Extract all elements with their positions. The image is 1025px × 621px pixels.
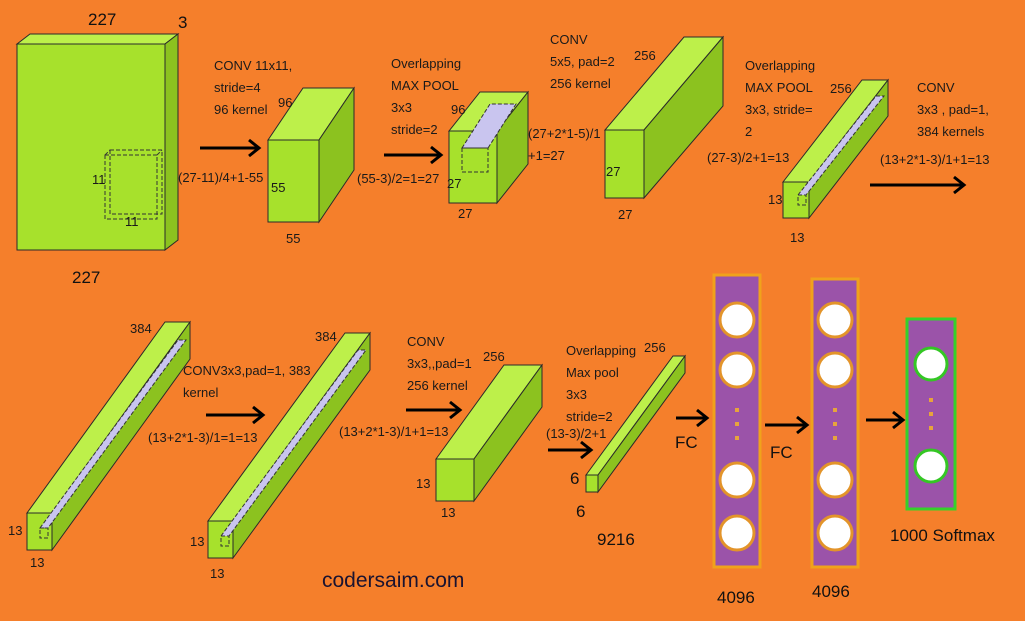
conv3-volume: 384 13 13 (8, 320, 191, 570)
conv4-depth-label: 384 (315, 329, 337, 344)
pool2-w-label: 13 (768, 192, 782, 207)
conv3-w-label: 13 (8, 523, 22, 538)
conv1-label-line-3: 96 kernel (214, 102, 268, 117)
fc-annotation: FC FC (675, 408, 906, 462)
conv5-formula: (13+2*1-3)/1+1=13 (339, 424, 449, 439)
input-volume: 227 3 227 11 11 (15, 10, 187, 287)
conv5-depth-label: 256 (483, 349, 505, 364)
pool3-w-label: 6 (570, 469, 579, 488)
pool3-label-line-1: Overlapping (566, 343, 636, 358)
input-height-label: 227 (72, 268, 100, 287)
pool1-w-label: 27 (447, 176, 461, 191)
conv4-label-line-1: CONV3x3,pad=1, 383 (183, 363, 311, 378)
conv1-volume: 96 55 55 (267, 86, 355, 246)
conv1-depth-label: 96 (278, 95, 292, 110)
conv1-label-line-1: CONV 11x11, (214, 58, 292, 73)
input-width-label: 227 (88, 10, 116, 29)
fc2-layer: 4096 (810, 277, 860, 601)
fc1-size-label: 4096 (717, 588, 755, 607)
conv4-label-line-2: kernel (183, 385, 219, 400)
pool1-label-line-2: MAX POOL (391, 78, 459, 93)
pool2-label-line-3: 3x3, stride= (745, 102, 813, 117)
pool1-label-line-3: 3x3 (391, 100, 412, 115)
conv2-depth-label: 256 (634, 48, 656, 63)
conv3-label-line-2: 3x3 , pad=1, (917, 102, 989, 117)
pool1-label-line-1: Overlapping (391, 56, 461, 71)
conv1-annotation: CONV 11x11, stride=4 96 kernel (27-11)/4… (178, 58, 292, 185)
pool3-label-line-2: Max pool (566, 365, 619, 380)
conv5-w-label: 13 (416, 476, 430, 491)
pool2-label-line-1: Overlapping (745, 58, 815, 73)
input-kernel-h-label: 11 (125, 214, 139, 229)
pool1-h-label: 27 (458, 206, 472, 221)
pool3-volume: 256 6 6 9216 (570, 340, 686, 549)
watermark-text: codersaim.com (322, 569, 464, 592)
conv5-h-label: 13 (441, 505, 455, 520)
input-depth-label: 3 (178, 13, 187, 32)
pool1-annotation: Overlapping MAX POOL 3x3 stride=2 (55-3)… (357, 56, 461, 186)
conv2-h-label: 27 (618, 207, 632, 222)
conv4-formula: (13+2*1-3)/1=1=13 (148, 430, 258, 445)
conv1-label-line-2: stride=4 (214, 80, 261, 95)
conv2-w-label: 27 (606, 164, 620, 179)
conv4-w-label: 13 (190, 534, 204, 549)
pool2-depth-label: 256 (830, 81, 852, 96)
conv3-h-label: 13 (30, 555, 44, 570)
pool3-label-line-3: 3x3 (566, 387, 587, 402)
conv2-formula-line-1: (27+2*1-5)/1 (528, 126, 601, 141)
conv2-annotation: CONV 5x5, pad=2 256 kernel (27+2*1-5)/1 … (528, 32, 615, 163)
conv5-annotation: CONV 3x3,,pad=1 256 kernel (13+2*1-3)/1+… (339, 334, 472, 439)
pool2-volume: 256 13 13 (768, 78, 890, 245)
conv1-w-label: 55 (271, 180, 285, 195)
pool1-volume: 96 27 27 (447, 90, 530, 221)
conv4-annotation: CONV3x3,pad=1, 383 kernel (13+2*1-3)/1=1… (148, 363, 311, 445)
conv2-formula-line-2: +1=27 (528, 148, 565, 163)
pool2-annotation: Overlapping MAX POOL 3x3, stride= 2 (27-… (707, 58, 815, 165)
fc1-label: FC (675, 433, 698, 452)
pool3-annotation: Overlapping Max pool 3x3 stride=2 (13-3)… (546, 343, 636, 460)
conv5-volume: 256 13 13 (416, 349, 543, 520)
pool3-h-label: 6 (576, 502, 585, 521)
conv3-label-line-1: CONV (917, 80, 955, 95)
conv2-label-line-2: 5x5, pad=2 (550, 54, 615, 69)
conv4-h-label: 13 (210, 566, 224, 581)
pool3-label-line-4: stride=2 (566, 409, 613, 424)
flatten-size-label: 9216 (597, 530, 635, 549)
pool2-h-label: 13 (790, 230, 804, 245)
pool2-label-line-2: MAX POOL (745, 80, 813, 95)
conv1-formula: (27-11)/4+1-55 (178, 170, 263, 185)
conv4-volume: 384 13 13 (190, 329, 371, 581)
pool3-formula: (13-3)/2+1 (546, 426, 606, 441)
pool1-depth-label: 96 (451, 102, 465, 117)
softmax-label: 1000 Softmax (890, 526, 995, 545)
input-kernel-w-label: 11 (92, 172, 106, 187)
fc2-label: FC (770, 443, 793, 462)
conv3-label-line-3: 384 kernels (917, 124, 985, 139)
conv2-label-line-1: CONV (550, 32, 588, 47)
softmax-layer: 1000 Softmax (890, 317, 995, 545)
conv5-label-line-3: 256 kernel (407, 378, 468, 393)
conv5-label-line-1: CONV (407, 334, 445, 349)
conv2-label-line-3: 256 kernel (550, 76, 611, 91)
pool2-label-line-4: 2 (745, 124, 752, 139)
conv3-formula: (13+2*1-3)/1+1=13 (880, 152, 990, 167)
conv2-volume: 256 27 27 (603, 35, 725, 222)
conv1-h-label: 55 (286, 231, 300, 246)
fc2-size-label: 4096 (812, 582, 850, 601)
pool1-formula: (55-3)/2=1=27 (357, 171, 439, 186)
pool1-label-line-4: stride=2 (391, 122, 438, 137)
conv3-annotation: CONV 3x3 , pad=1, 384 kernels (13+2*1-3)… (870, 80, 990, 195)
pool2-formula: (27-3)/2+1=13 (707, 150, 789, 165)
conv5-label-line-2: 3x3,,pad=1 (407, 356, 472, 371)
pool3-depth-label: 256 (644, 340, 666, 355)
conv3-depth-label: 384 (130, 321, 152, 336)
fc1-layer: 4096 (712, 273, 762, 607)
